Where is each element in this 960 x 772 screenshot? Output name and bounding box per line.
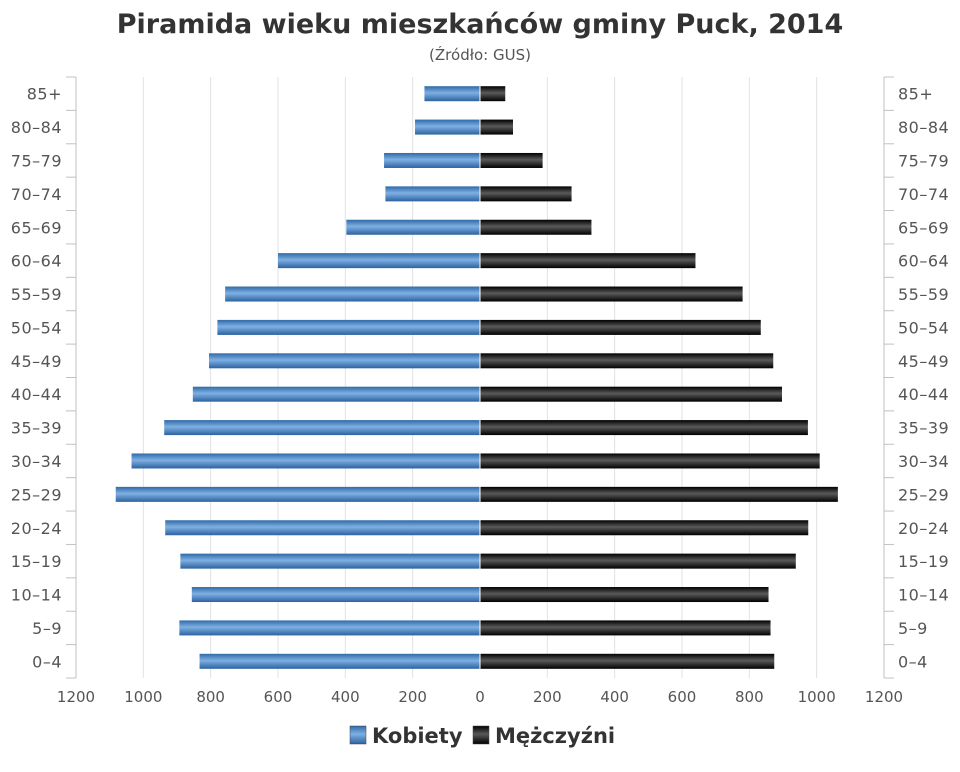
category-label-left: 10–14 <box>11 586 62 605</box>
bar-kobiety[interactable] <box>199 653 480 669</box>
category-label-right: 70–74 <box>898 185 949 204</box>
bar-mezczyzni[interactable] <box>480 353 774 369</box>
x-tick-label: 400 <box>600 688 629 706</box>
bar-mezczyzni[interactable] <box>480 486 838 502</box>
category-label-left: 30–34 <box>11 452 62 471</box>
category-label-right: 30–34 <box>898 452 949 471</box>
bar-mezczyzni[interactable] <box>480 186 572 202</box>
category-label-left: 35–39 <box>11 419 62 438</box>
chart-title: Piramida wieku mieszkańców gminy Puck, 2… <box>117 9 844 40</box>
bar-mezczyzni[interactable] <box>480 520 809 536</box>
x-tick-label: 400 <box>331 688 360 706</box>
category-label-left: 0–4 <box>32 652 62 671</box>
x-tick-label: 800 <box>196 688 225 706</box>
category-label-right: 5–9 <box>898 619 928 638</box>
category-label-right: 0–4 <box>898 652 928 671</box>
x-tick-label: 1200 <box>57 688 95 706</box>
bar-mezczyzni[interactable] <box>480 620 771 636</box>
category-label-right: 50–54 <box>898 318 949 337</box>
bar-mezczyzni[interactable] <box>480 553 796 569</box>
category-label-right: 85+ <box>898 85 933 104</box>
bar-mezczyzni[interactable] <box>480 219 592 235</box>
x-tick-label: 200 <box>398 688 427 706</box>
chart-subtitle: (Źródło: GUS) <box>429 45 531 64</box>
bar-kobiety[interactable] <box>346 219 480 235</box>
bar-mezczyzni[interactable] <box>480 453 820 469</box>
legend-label: Kobiety <box>372 724 463 748</box>
category-label-left: 55–59 <box>11 285 62 304</box>
category-label-left: 5–9 <box>32 619 62 638</box>
x-tick-label: 200 <box>533 688 562 706</box>
bar-mezczyzni[interactable] <box>480 420 808 436</box>
category-label-left: 15–19 <box>11 552 62 571</box>
legend-swatch <box>349 725 367 745</box>
bars <box>115 77 838 678</box>
category-label-left: 40–44 <box>11 385 62 404</box>
x-tick-label: 600 <box>264 688 293 706</box>
bar-kobiety[interactable] <box>278 253 480 269</box>
bar-mezczyzni[interactable] <box>480 286 743 302</box>
legend[interactable]: Kobiety Mężczyźni <box>349 724 615 748</box>
category-label-right: 20–24 <box>898 519 949 538</box>
category-label-left: 80–84 <box>11 118 62 137</box>
x-tick-label: 1000 <box>124 688 162 706</box>
axes: 1200 1000 800 600 400 200 0 200 400 600 800 1000 120… <box>11 76 949 706</box>
bar-kobiety[interactable] <box>131 453 481 469</box>
x-tick-label: 600 <box>668 688 697 706</box>
bar-kobiety[interactable] <box>225 286 480 302</box>
category-label-right: 55–59 <box>898 285 949 304</box>
bar-kobiety[interactable] <box>424 86 480 102</box>
bar-mezczyzni[interactable] <box>480 319 761 335</box>
category-label-right: 75–79 <box>898 151 949 170</box>
bar-mezczyzni[interactable] <box>480 86 506 102</box>
category-label-right: 40–44 <box>898 385 949 404</box>
x-tick-label: 800 <box>735 688 764 706</box>
legend-label: Mężczyźni <box>495 724 615 748</box>
category-label-right: 15–19 <box>898 552 949 571</box>
bar-kobiety[interactable] <box>385 186 480 202</box>
bar-kobiety[interactable] <box>192 386 480 402</box>
bar-mezczyzni[interactable] <box>480 386 782 402</box>
bar-mezczyzni[interactable] <box>480 253 696 269</box>
category-label-right: 60–64 <box>898 252 949 271</box>
category-label-left: 75–79 <box>11 151 62 170</box>
bar-kobiety[interactable] <box>180 553 480 569</box>
legend-swatch <box>472 725 490 745</box>
bar-mezczyzni[interactable] <box>480 119 513 135</box>
bar-mezczyzni[interactable] <box>480 653 775 669</box>
x-tick-label: 1000 <box>798 688 836 706</box>
bar-kobiety[interactable] <box>384 152 480 168</box>
bar-kobiety[interactable] <box>165 520 480 536</box>
category-label-right: 80–84 <box>898 118 949 137</box>
legend-item[interactable]: Kobiety <box>349 724 463 748</box>
bar-kobiety[interactable] <box>164 420 480 436</box>
bar-kobiety[interactable] <box>415 119 480 135</box>
legend-item[interactable]: Mężczyźni <box>472 724 615 748</box>
category-label-left: 20–24 <box>11 519 62 538</box>
category-label-left: 70–74 <box>11 185 62 204</box>
x-tick-label: 1200 <box>865 688 903 706</box>
bar-kobiety[interactable] <box>179 620 480 636</box>
category-label-left: 85+ <box>27 85 62 104</box>
bar-kobiety[interactable] <box>191 587 480 603</box>
bar-kobiety[interactable] <box>115 486 480 502</box>
category-label-right: 10–14 <box>898 586 949 605</box>
bar-mezczyzni[interactable] <box>480 152 543 168</box>
category-label-left: 25–29 <box>11 485 62 504</box>
category-label-left: 60–64 <box>11 252 62 271</box>
category-label-right: 35–39 <box>898 419 949 438</box>
bar-kobiety[interactable] <box>217 319 480 335</box>
category-label-left: 50–54 <box>11 318 62 337</box>
bar-kobiety[interactable] <box>208 353 480 369</box>
category-label-right: 25–29 <box>898 485 949 504</box>
x-tick-label: 0 <box>475 688 485 706</box>
category-label-right: 45–49 <box>898 352 949 371</box>
category-label-left: 65–69 <box>11 218 62 237</box>
category-label-right: 65–69 <box>898 218 949 237</box>
category-label-left: 45–49 <box>11 352 62 371</box>
bar-mezczyzni[interactable] <box>480 587 769 603</box>
